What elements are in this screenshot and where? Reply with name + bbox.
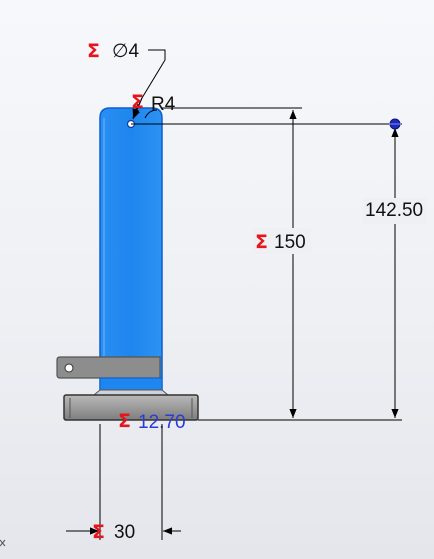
bracket-hole-icon xyxy=(64,363,74,373)
dim-12-70-value[interactable]: 12.70 xyxy=(138,412,186,433)
dim-142-50-value[interactable]: 142.50 xyxy=(365,200,423,221)
leader-radius[interactable] xyxy=(132,103,140,119)
body-lower-band xyxy=(99,377,163,391)
triad-hint-icon xyxy=(0,539,6,547)
dim-30-value[interactable]: 30 xyxy=(114,522,135,543)
sigma-icon: Σ xyxy=(131,91,144,113)
sigma-icon: Σ xyxy=(255,231,268,253)
side-bracket[interactable] xyxy=(56,356,161,379)
radius-arc xyxy=(144,109,158,119)
dim-radius-value[interactable]: R4 xyxy=(151,94,176,115)
sigma-icon: Σ xyxy=(87,40,100,62)
dim-diameter-value[interactable]: ∅4 xyxy=(112,41,140,62)
dim-150-value[interactable]: 150 xyxy=(274,232,306,253)
sigma-icon: Σ xyxy=(92,521,105,543)
dim-142-label-bg xyxy=(363,198,427,224)
sigma-icon: Σ xyxy=(118,410,131,432)
selected-body[interactable] xyxy=(99,107,163,393)
dim-150-label-bg xyxy=(253,228,311,254)
base-plate[interactable] xyxy=(63,394,199,421)
